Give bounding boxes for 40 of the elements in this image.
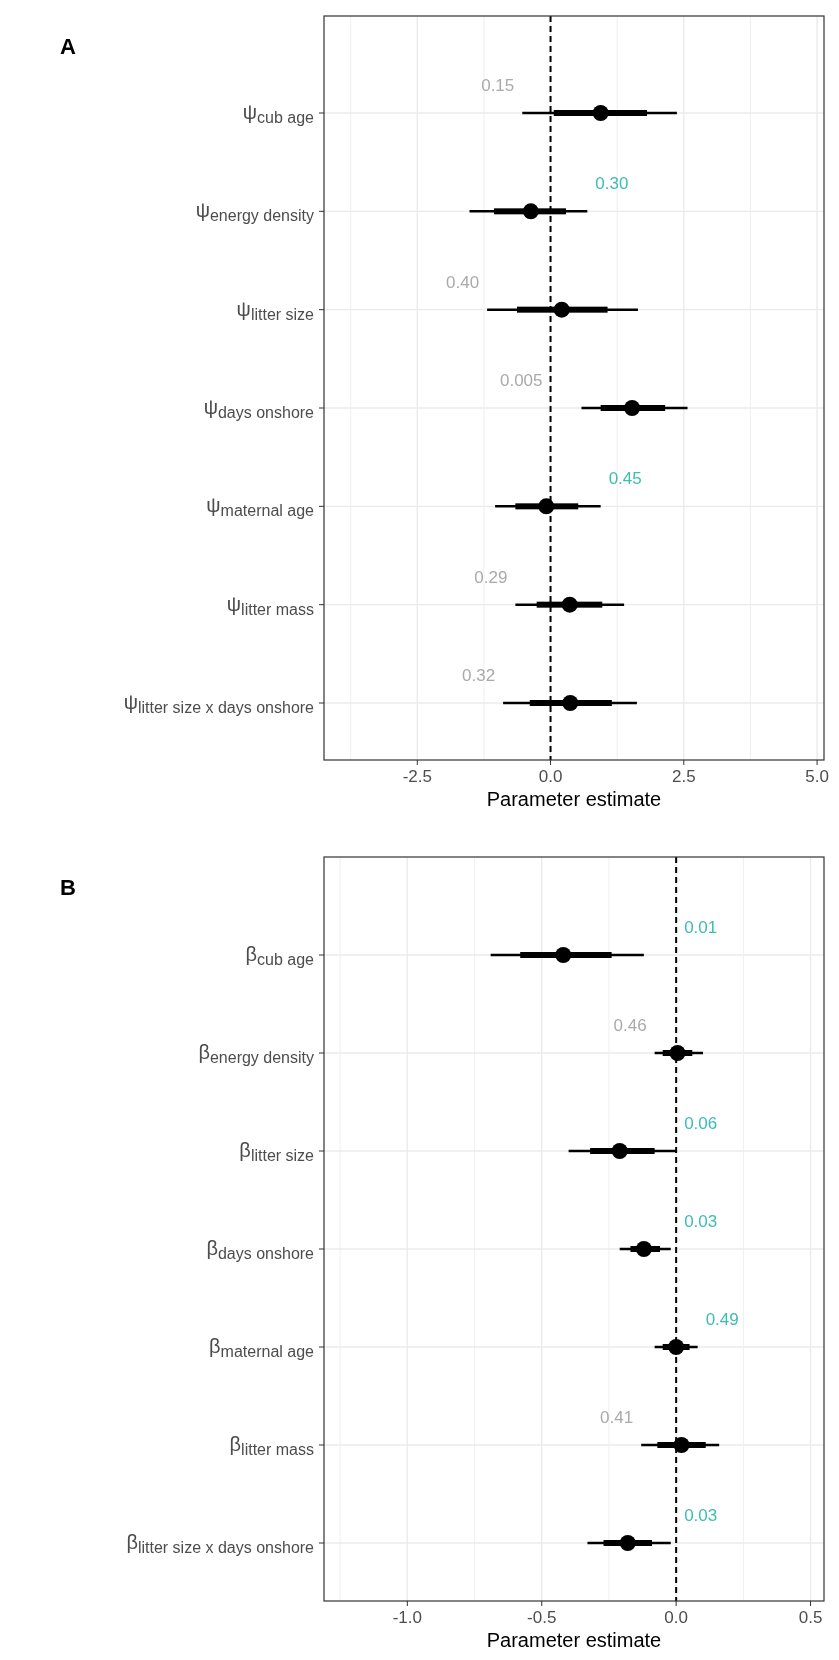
y-tick-label: β$_{maternal age}$: [209, 1335, 315, 1360]
annotation: 0.01: [684, 918, 718, 937]
y-tick-label: ψ$_{litter mass}$: [226, 592, 314, 618]
x-axis-title: Parameter estimate: [486, 1629, 662, 1651]
annotation: 0.49: [705, 1310, 739, 1329]
y-tick-label: ψ$_{maternal age}$: [206, 494, 315, 520]
annotation: 0.03: [684, 1212, 718, 1231]
annotation: 0.41: [600, 1408, 634, 1427]
x-axis-title: Parameter estimate: [486, 788, 662, 810]
annotation: 0.30: [595, 174, 629, 194]
annotation: 0.40: [446, 272, 480, 292]
x-tick-label: 5.0: [805, 767, 829, 786]
annotation: 0.45: [608, 469, 642, 489]
annotation: 0.46: [613, 1016, 647, 1035]
y-tick-label: ψ$_{litter size}$: [236, 297, 315, 323]
x-tick-label: 0.0: [664, 1608, 688, 1627]
annotation: 0.005: [500, 371, 543, 390]
annotation: 0.15: [481, 76, 515, 95]
x-tick-label: -1.0: [392, 1608, 422, 1627]
y-tick-label: β$_{energy density}$: [198, 1041, 314, 1066]
y-tick-label: β$_{days onshore}$: [206, 1237, 315, 1262]
y-tick-label: ψ$_{litter size x days onshore}$: [123, 691, 315, 716]
text: B: [60, 875, 76, 900]
x-tick-label: 0.0: [538, 767, 563, 786]
y-tick-label: β$_{litter mass}$: [229, 1433, 314, 1458]
y-tick-label: β$_{litter size}$: [239, 1139, 315, 1164]
annotation: 0.03: [684, 1506, 718, 1525]
annotation: 0.06: [684, 1114, 718, 1133]
text: A: [60, 34, 76, 59]
x-tick-label: 2.5: [671, 767, 696, 786]
y-tick-label: ψ$_{days onshore}$: [203, 396, 315, 421]
annotation: 0.29: [474, 567, 508, 587]
y-tick-label: ψ$_{cub age}$: [242, 101, 315, 126]
y-tick-label: β$_{cub age}$: [245, 943, 315, 968]
annotation: 0.32: [462, 666, 496, 685]
x-tick-label: 0.5: [798, 1608, 823, 1627]
x-tick-label: -0.5: [527, 1608, 557, 1627]
text: -2.5: [402, 767, 432, 786]
y-tick-label: ψ$_{energy density}$: [195, 199, 314, 225]
y-tick-label: β$_{litter size x days onshore}$: [126, 1531, 315, 1556]
